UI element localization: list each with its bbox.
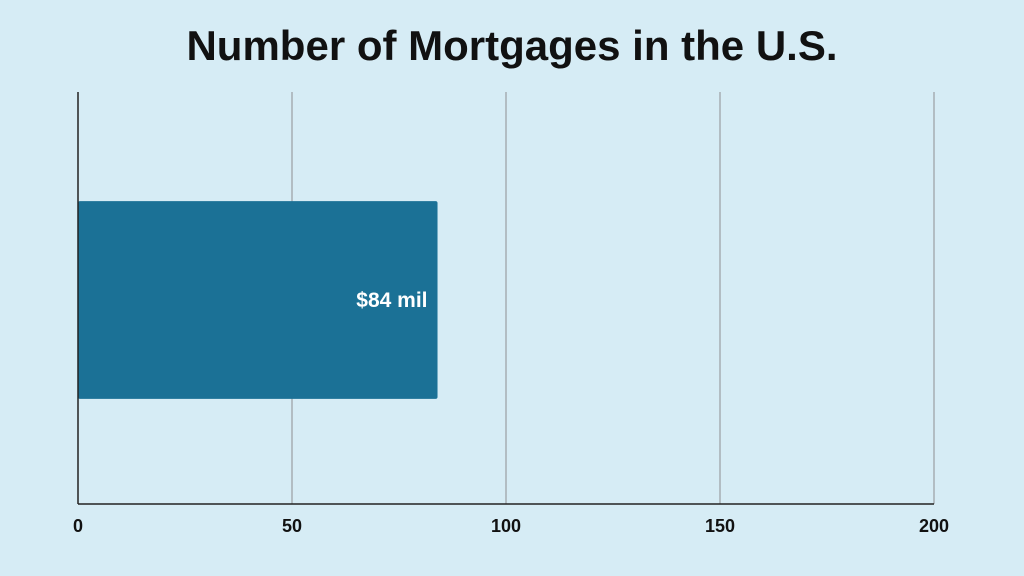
data-labels: $84 mil — [356, 289, 427, 312]
x-tick-label-100: 100 — [491, 516, 521, 536]
bars — [78, 201, 438, 399]
x-tick-label-0: 0 — [73, 516, 83, 536]
data-label-0: $84 mil — [356, 289, 427, 312]
x-tick-labels: 0 50 100 150 200 — [73, 516, 949, 536]
bar-0 — [78, 201, 438, 399]
x-tick-label-200: 200 — [919, 516, 949, 536]
x-tick-label-50: 50 — [282, 516, 302, 536]
gridlines — [291, 92, 935, 504]
chart-title: Number of Mortgages in the U.S. — [186, 22, 838, 69]
axes — [77, 92, 934, 505]
x-tick-label-150: 150 — [705, 516, 735, 536]
